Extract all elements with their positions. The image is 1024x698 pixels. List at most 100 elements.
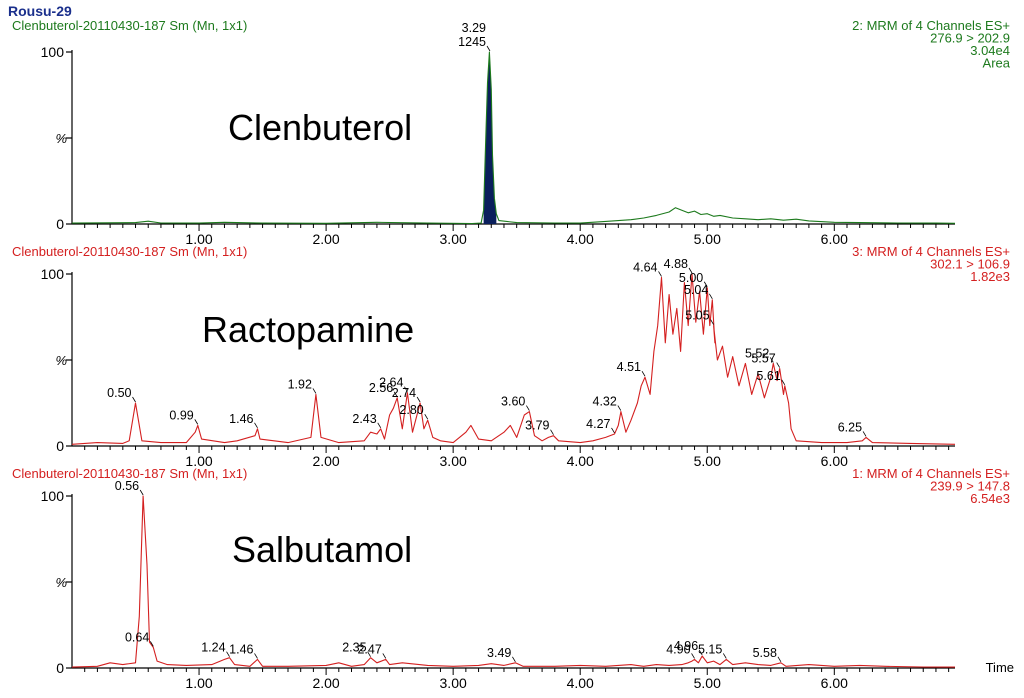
peak-label-leader: [382, 653, 387, 659]
peak-label: 5.15: [698, 642, 722, 656]
peak-label: 2.64: [379, 376, 403, 390]
peak-label: 0.50: [107, 386, 131, 400]
peak-label-leader: [424, 413, 429, 420]
peak-label: 3.29: [462, 21, 486, 35]
peak-label-leader: [688, 267, 693, 274]
peak-label: 2.56: [369, 381, 393, 395]
peak-label-leader: [769, 357, 774, 363]
peak-label: 5.00: [679, 271, 703, 285]
y-tick-label: %: [55, 575, 67, 590]
panel-bottom: Clenbuterol-20110430-187 Sm (Mn, 1x1) 1: …: [12, 466, 1014, 691]
peak-label-leader: [393, 391, 398, 398]
peak-label-leader: [254, 422, 258, 429]
peak-label-leader: [658, 271, 662, 277]
peak-label: 0.99: [169, 408, 193, 422]
x-tick-label: 3.00: [440, 231, 467, 247]
peak-label-leader: [132, 396, 136, 403]
x-tick-label: 3.00: [440, 675, 467, 691]
chromatogram-trace: [71, 51, 956, 225]
peak-label: 1.92: [288, 377, 312, 391]
peak-label-leader: [416, 396, 421, 403]
peak-label: 4.64: [633, 260, 657, 274]
peak-label: 2.47: [357, 642, 381, 656]
peak-label-leader: [526, 405, 530, 411]
peak-label: 5.58: [753, 646, 777, 660]
x-tick-label: 2.00: [312, 675, 339, 691]
channel-info-line: 1.82e3: [970, 269, 1010, 284]
peak-label-leader: [404, 386, 408, 392]
peak-label-leader: [512, 656, 516, 663]
peak-label: 1.24: [201, 641, 225, 655]
panel-middle: Clenbuterol-20110430-187 Sm (Mn, 1x1) 3: …: [12, 244, 1010, 469]
peak-label-leader: [367, 651, 371, 657]
peak-label-leader: [722, 653, 727, 659]
channel-info-line: 1: MRM of 4 Channels ES+: [852, 466, 1010, 481]
x-tick-label: 1.00: [185, 231, 212, 247]
y-tick-label: %: [55, 131, 67, 146]
panel-top: Clenbuterol-20110430-187 Sm (Mn, 1x1) 2: …: [12, 18, 1011, 247]
peak-label: 6.25: [838, 420, 862, 434]
y-tick-label: 0: [56, 216, 64, 232]
peak-label-leader: [254, 653, 258, 659]
peak-label-leader: [708, 293, 713, 300]
peak-label-leader: [550, 429, 554, 435]
peak-label: 5.57: [751, 352, 775, 366]
sample-label: Clenbuterol-20110430-187 Sm (Mn, 1x1): [12, 244, 247, 259]
chromatogram-trace: [71, 495, 956, 668]
peak-label: 0.56: [115, 479, 139, 493]
peak-label-leader: [617, 405, 622, 411]
chromatogram-panels: Clenbuterol-20110430-187 Sm (Mn, 1x1) 2: …: [12, 18, 1014, 691]
compound-label: Salbutamol: [232, 529, 412, 570]
channel-info-line: Area: [983, 56, 1011, 71]
peak-label: 2.35: [342, 641, 366, 655]
sample-label: Clenbuterol-20110430-187 Sm (Mn, 1x1): [12, 466, 247, 481]
y-tick-label: %: [55, 353, 67, 368]
x-tick-label: 4.00: [567, 231, 594, 247]
compound-label: Ractopamine: [202, 309, 414, 350]
peak-label-leader: [862, 431, 867, 437]
peak-label: 4.32: [593, 395, 617, 409]
x-tick-label: 5.00: [694, 231, 721, 247]
peak-label-leader: [777, 656, 782, 663]
peak-label: 2.74: [392, 386, 416, 400]
peak-label-leader: [641, 370, 646, 377]
peak-label: 1.46: [229, 642, 253, 656]
peak-label-leader: [486, 45, 491, 52]
peak-label: 5.04: [684, 283, 708, 297]
channel-info-line: 3: MRM of 4 Channels ES+: [852, 244, 1010, 259]
peak-label-leader: [139, 489, 144, 496]
peak-label-leader: [194, 419, 199, 425]
x-tick-label: 6.00: [821, 675, 848, 691]
peak-label: 4.27: [586, 417, 610, 431]
peak-label: 5.05: [685, 309, 709, 323]
x-tick-label: 2.00: [312, 231, 339, 247]
peak-label: 1.46: [229, 412, 253, 426]
sample-label: Clenbuterol-20110430-187 Sm (Mn, 1x1): [12, 18, 247, 33]
peak-label: 4.88: [664, 257, 688, 271]
x-axis-title: Time: [986, 660, 1014, 675]
y-tick-label: 100: [41, 44, 65, 60]
peak-label-leader: [698, 649, 703, 656]
peak-label: 3.60: [501, 395, 525, 409]
x-tick-label: 5.00: [694, 453, 721, 469]
x-tick-label: 3.00: [440, 453, 467, 469]
channel-info-line: 276.9 > 202.9: [930, 31, 1010, 46]
peak-label: 2.80: [399, 403, 423, 417]
peak-label-leader: [377, 422, 382, 429]
x-tick-label: 6.00: [821, 453, 848, 469]
channel-info-line: 2: MRM of 4 Channels ES+: [852, 18, 1010, 33]
x-tick-label: 6.00: [821, 231, 848, 247]
compound-label: Clenbuterol: [228, 107, 412, 148]
y-tick-label: 100: [41, 266, 65, 282]
channel-info-line: 302.1 > 106.9: [930, 257, 1010, 272]
peak-label-leader: [226, 651, 230, 657]
x-tick-label: 4.00: [567, 453, 594, 469]
y-tick-label: 0: [56, 660, 64, 676]
peak-label: 5.52: [745, 346, 769, 360]
y-tick-label: 0: [56, 438, 64, 454]
peak-label: 5.61: [756, 369, 780, 383]
peak-label: 4.90: [666, 642, 690, 656]
peak-label-leader: [703, 281, 708, 287]
peak-label: 4.96: [674, 639, 698, 653]
